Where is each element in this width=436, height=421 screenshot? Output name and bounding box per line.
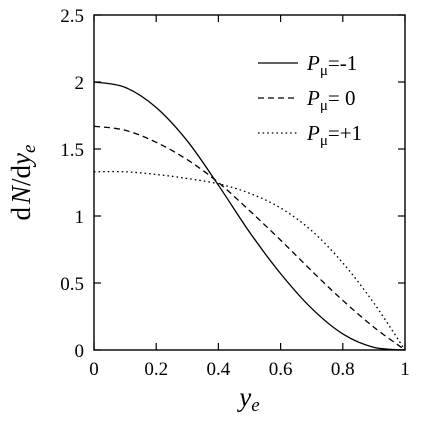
plot-border xyxy=(93,14,406,351)
y-tick-label: 0.5 xyxy=(60,274,84,295)
legend-entry-dotted: Pμ=+1 xyxy=(306,121,362,149)
legend-entry-solid: Pμ=-1 xyxy=(306,51,357,79)
plot-frame xyxy=(93,14,406,351)
y-tick-label: 2 xyxy=(75,73,85,94)
y-axis-label-prefix: d xyxy=(6,206,36,220)
legend-symbol: P xyxy=(306,51,320,75)
y-axis-label: dN/dye xyxy=(6,145,40,221)
legend-symbol-sub: μ xyxy=(320,63,328,79)
x-axis-ticks: 0 0.2 0.4 0.6 0.8 1 xyxy=(89,15,410,380)
series-line-dotted xyxy=(93,170,406,351)
x-axis-label: ye xyxy=(236,382,259,416)
x-axis-label-sub: e xyxy=(251,395,259,416)
legend-symbol-sub: μ xyxy=(320,133,328,149)
legend: Pμ=-1Pμ= 0Pμ=+1 xyxy=(258,51,362,149)
y-tick-label: 1.5 xyxy=(60,140,84,161)
y-tick-label: 1 xyxy=(75,207,85,228)
y-tick-label: 2.5 xyxy=(60,6,84,27)
series-layer xyxy=(93,81,406,351)
series-line-solid xyxy=(93,81,406,351)
x-tick-label: 1 xyxy=(400,359,410,380)
legend-symbol: P xyxy=(306,121,320,145)
y-axis-ticks: 0 0.5 1 1.5 2 2.5 xyxy=(60,6,405,362)
series-line-dashed xyxy=(93,125,406,351)
y-axis-label-var: N xyxy=(6,184,36,205)
x-tick-label: 0 xyxy=(89,359,99,380)
x-tick-label: 0.2 xyxy=(144,359,168,380)
legend-series-name: =+1 xyxy=(328,121,362,145)
x-tick-label: 0.8 xyxy=(331,359,355,380)
x-axis-label-base: y xyxy=(236,382,251,412)
y-axis-label-sub: e xyxy=(19,145,40,153)
legend-series-name: =-1 xyxy=(328,51,357,75)
x-tick-label: 0.4 xyxy=(207,359,231,380)
y-axis-label-base: y xyxy=(6,153,36,168)
legend-series-name: = 0 xyxy=(328,86,356,110)
y-tick-label: 0 xyxy=(75,341,85,362)
legend-entry-dashed: Pμ= 0 xyxy=(306,86,355,114)
legend-symbol: P xyxy=(306,86,320,110)
x-tick-label: 0.6 xyxy=(269,359,293,380)
y-axis-label-mid: /d xyxy=(6,164,36,186)
legend-symbol-sub: μ xyxy=(320,98,328,114)
